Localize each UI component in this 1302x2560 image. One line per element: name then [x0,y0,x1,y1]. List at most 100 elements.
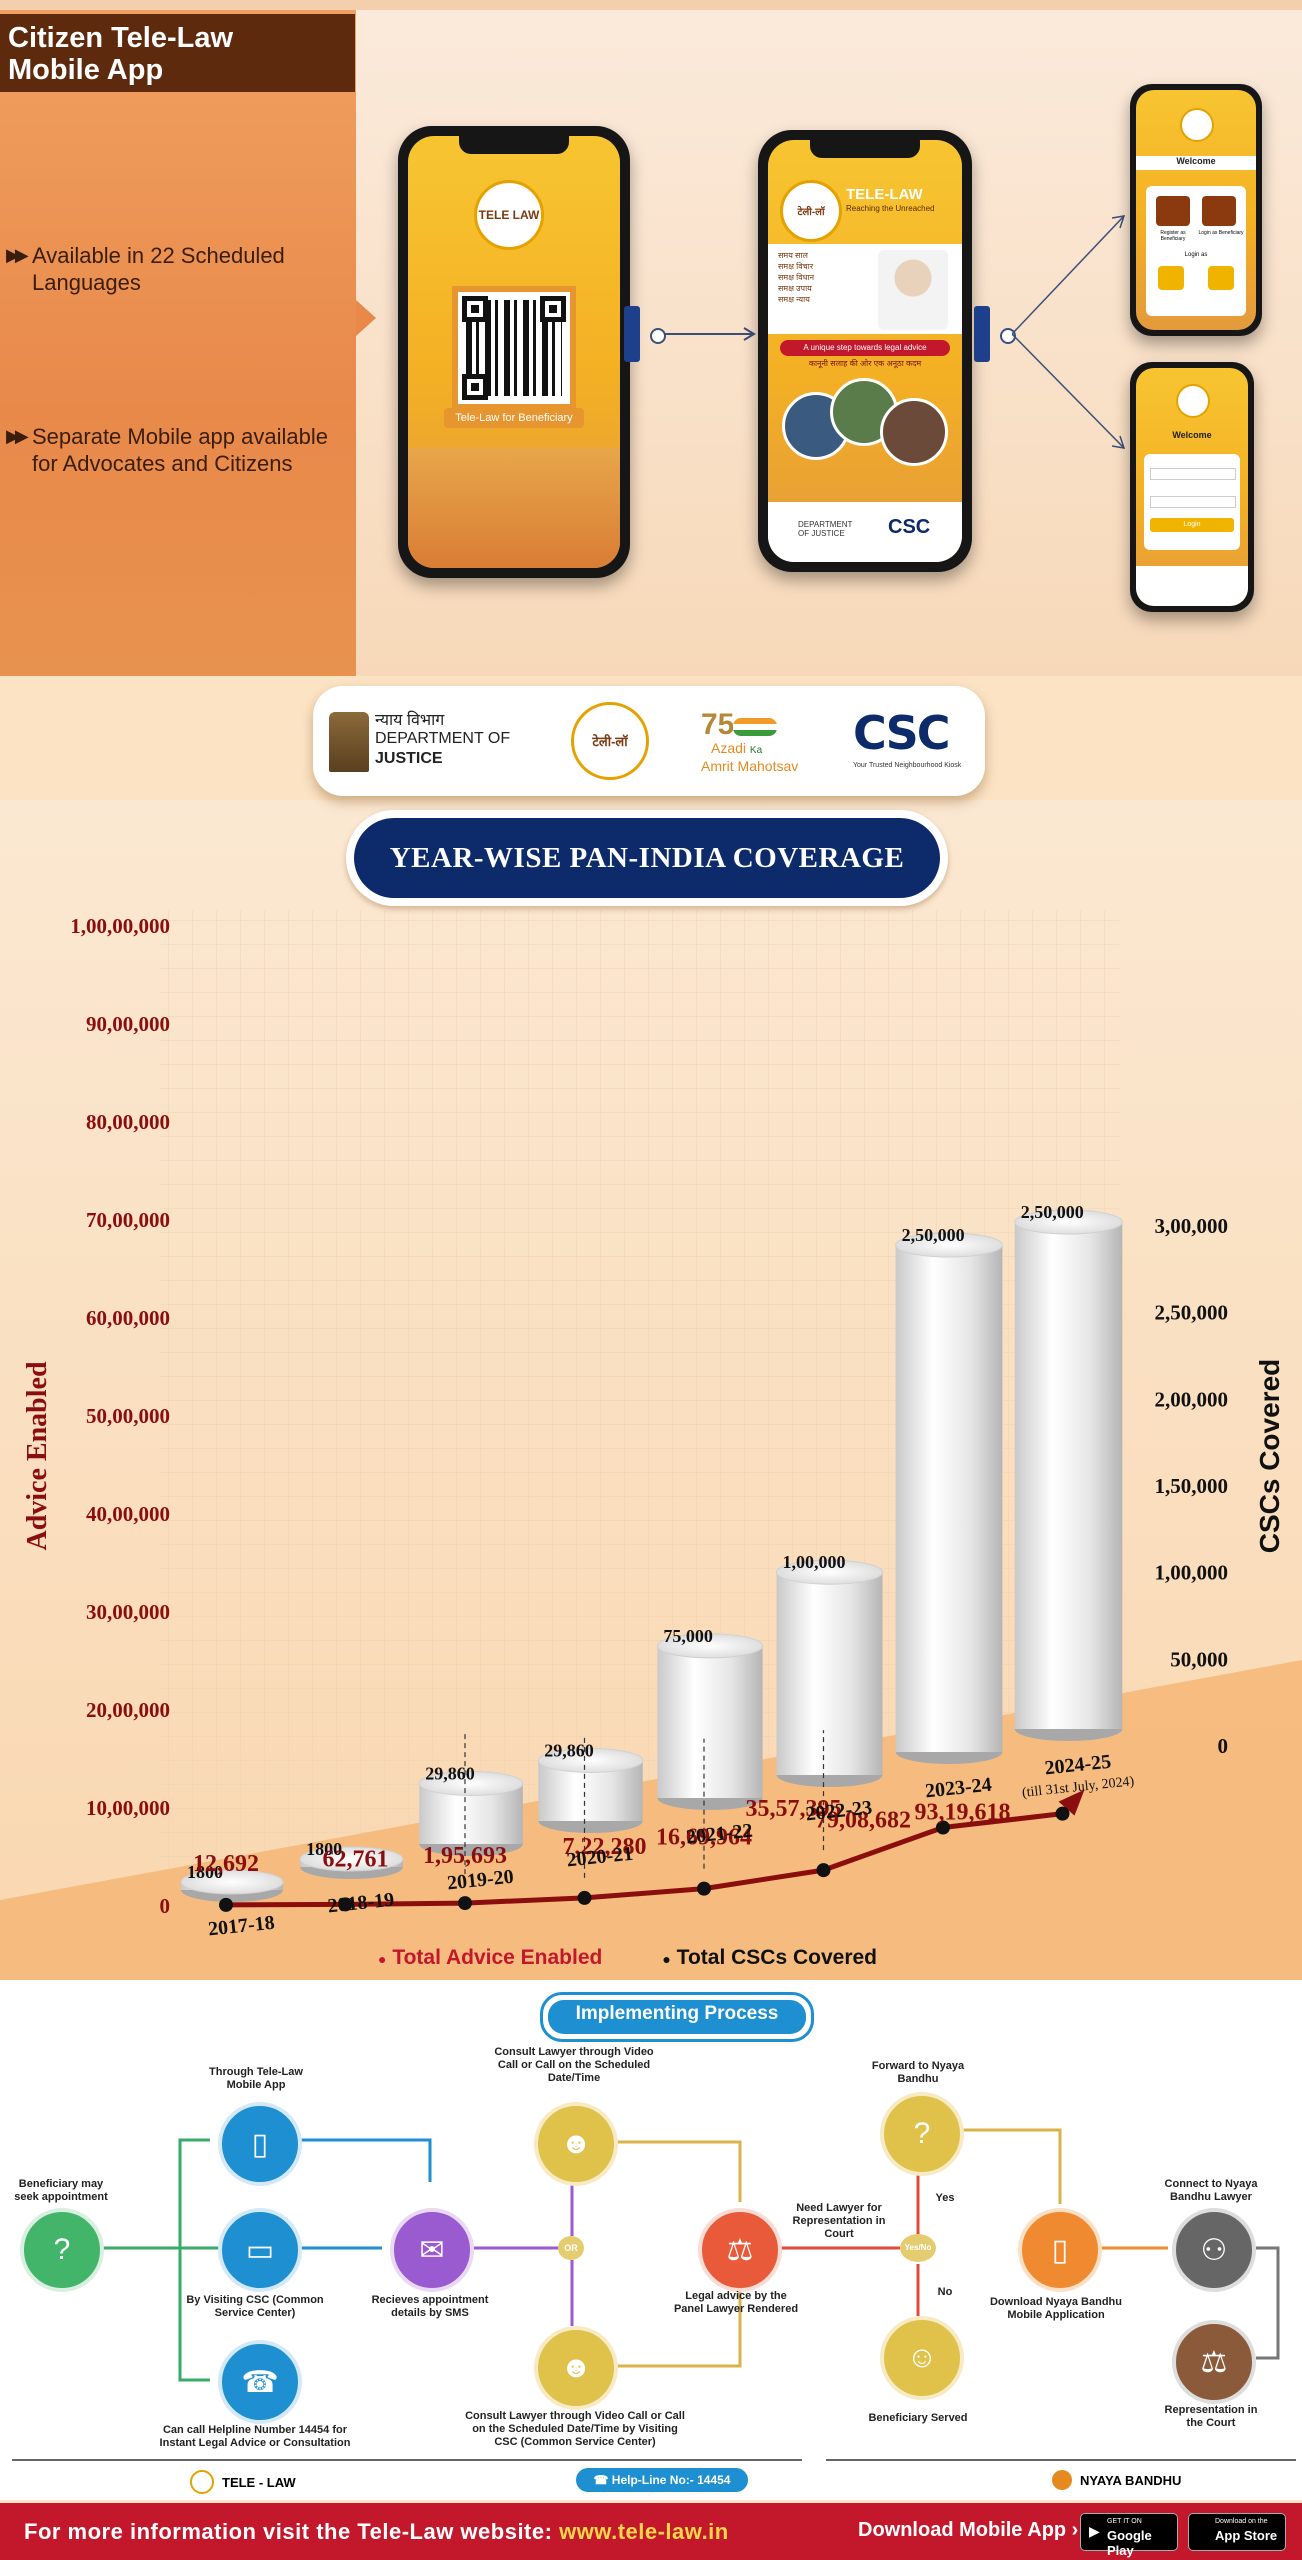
app-store-badge[interactable]: Download on the App Store [1188,2513,1286,2551]
feature-languages: ▶▶ Available in 22 Scheduled Languages [6,242,346,296]
qr-code[interactable] [452,286,576,410]
phone-login: Welcome Login [1130,362,1254,612]
phone-home-screen: टेली-लॉ TELE-LAW Reaching the Unreached … [768,140,962,562]
y-tick-label: 70,00,000 [86,1208,170,1232]
nyaya-bandhu-brand: NYAYA BANDHU [1052,2470,1181,2490]
y-tick-label: 1,00,00,000 [70,914,170,938]
footer-url[interactable]: www.tele-law.in [559,2519,729,2544]
y2-tick-label: 3,00,000 [1155,1214,1229,1238]
bar-value-label: 1,00,000 [783,1552,846,1572]
advice-line [225,1811,1063,1908]
side-button [624,306,640,362]
advice-point [458,1896,472,1911]
tagline-text: Reaching the Unreached [846,204,935,213]
telelaw-logo: टेली-लॉ [780,180,842,242]
telelaw-mini-logo [190,2470,214,2494]
app-label: Through Tele-Law Mobile App [209,2066,303,2091]
court-label: Representation in the Court [1164,2404,1258,2429]
phone-notch [810,140,920,158]
legend-advice: ● Total Advice Enabled [378,1946,603,1969]
phone-home: टेली-लॉ TELE-LAW Reaching the Unreached … [758,130,972,572]
footer-text: For more information visit the Tele-Law … [24,2519,729,2544]
emblem-icon [329,712,369,772]
download-label: Download Nyaya Bandhu Mobile Application [989,2296,1123,2321]
y-tick-label: 60,00,000 [86,1306,170,1330]
bar-2017-18: 1800 [180,1862,284,1902]
phone-qr-screen: TELE LAW Tele-Law for Beneficiary [408,136,620,568]
login-card: Login [1144,454,1240,550]
helpline-badge[interactable]: ☎ Help-Line No:- 14454 [576,2468,748,2492]
role-button[interactable] [1158,266,1184,290]
chart-title-pill: YEAR-WISE PAN-INDIA COVERAGE [346,810,948,906]
telelaw-brand: TELE - LAW [190,2470,296,2494]
process-title: Implementing Process [548,2000,806,2034]
telelaw-logo: TELE LAW [474,180,544,250]
download-node[interactable]: ▯ [1018,2208,1102,2292]
login-submit-button[interactable]: Login [1150,518,1234,532]
login-as-label: Login as [1184,252,1208,258]
photo-circle [880,398,948,466]
register-button[interactable] [1156,196,1190,226]
y2-tick-label: 2,50,000 [1155,1301,1229,1325]
partner-logos: न्याय विभाग DEPARTMENT OF JUSTICE टेली-ल… [313,686,985,796]
y-tick-label: 80,00,000 [86,1110,170,1134]
telelaw-logo: टेली-लॉ [571,702,649,780]
y-tick-label: 30,00,000 [86,1600,170,1624]
csc-label: By Visiting CSC (Common Service Center) [186,2294,324,2319]
download-label: Download Mobile App › [858,2519,1079,2541]
bar-body [776,1572,883,1775]
process-title-pill: Implementing Process [540,1992,814,2042]
password-input[interactable] [1150,496,1236,508]
y2-axis-title: CSCs Covered [1240,1330,1300,1590]
google-play-icon: ▶ [1089,2523,1100,2539]
phone-qr: TELE LAW Tele-Law for Beneficiary [398,126,630,578]
side-button [974,306,990,362]
footer-card: DEPARTMENT OF JUSTICE CSC [768,502,962,562]
welcome-text: Welcome [1172,430,1212,440]
beneficiary-label: Beneficiary may seek appointment [14,2178,108,2203]
advice-point [816,1863,831,1878]
advice-point [697,1881,711,1896]
azadi-mahotsav: Amrit Mahotsav [701,758,799,774]
feature-text: Separate Mobile app available for Advoca… [32,424,328,476]
bar-body [1014,1222,1123,1729]
advice-point [936,1820,950,1835]
login-button[interactable] [1202,196,1236,226]
top-strip [0,0,1302,10]
google-play-badge[interactable]: ▶ GET IT ON Google Play [1080,2513,1178,2558]
telelaw-brand-text: TELE - LAW [222,2474,296,2490]
banner-hi: कानूनी सलाह की ओर एक अनूठा कदम [808,359,922,368]
welcome-text: Welcome [1136,156,1256,170]
connector-dot [650,328,666,344]
bar-2022-23: 1,00,000 [776,1552,883,1787]
mobile-input[interactable] [1150,468,1236,480]
csc-node: ▭ [218,2208,302,2292]
helpline-node[interactable]: ☎ [218,2340,302,2424]
role-button[interactable] [1208,266,1234,290]
bar-value-label: 75,000 [663,1626,713,1646]
bar-2024-25: 2,50,000 [1014,1202,1123,1741]
bar-2023-24: 2,50,000 [895,1225,1003,1764]
advice-point [219,1897,233,1912]
option-label: Register as Beneficiary [1160,230,1186,242]
y-tick-label: 10,00,000 [86,1796,170,1820]
bar-top [299,1846,404,1872]
phone-register: Welcome Register as Beneficiary Login as… [1130,84,1262,336]
process-section: Implementing Process ? Beneficiary may s… [0,1980,1302,2500]
y-tick-label: 40,00,000 [86,1502,170,1526]
nyaya-bandhu-logo [1052,2470,1072,2490]
or-badge: OR [558,2236,584,2260]
bar-2018-19: 1800 [299,1839,404,1879]
y-tick-label: 50,00,000 [86,1404,170,1428]
advice-point [338,1897,353,1912]
bar-value-label: 29,860 [425,1763,475,1783]
bar-top [776,1559,883,1585]
panel-notch [356,300,376,336]
no-label: No [937,2286,953,2298]
bar-top [418,1770,524,1796]
feature-text: Available in 22 Scheduled Languages [32,243,285,295]
bar-body [895,1245,1003,1752]
csc-logo: CSC [853,706,951,760]
advice-value-label: 93,19,618 [915,1800,1011,1826]
process-connectors [12,2128,1296,2461]
